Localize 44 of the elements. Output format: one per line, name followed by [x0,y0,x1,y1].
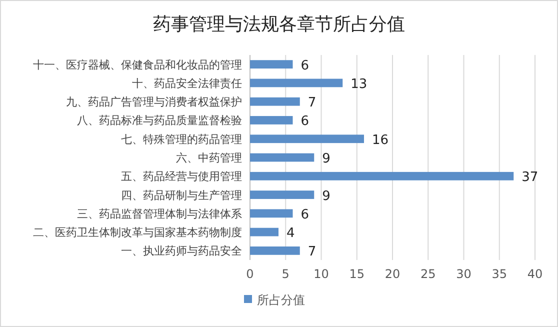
bar [250,97,300,106]
data-label: 9 [322,152,330,166]
data-label: 4 [286,226,295,242]
x-tick-label: 30 [456,267,472,281]
bar [250,246,300,255]
data-label: 7 [308,244,316,260]
bar [250,153,314,162]
chart-title: 药事管理与法规各章节所占分值 [153,14,405,35]
y-tick-label: 十、药品安全法律责任 [132,76,242,90]
data-label: 16 [372,132,389,148]
y-tick-label: 六、中药管理 [176,152,242,164]
bar [250,209,293,218]
bar [250,172,514,180]
x-tick-label: 20 [384,267,400,281]
data-label: 6 [300,207,310,222]
data-label: 9 [322,188,330,204]
bar [250,78,343,88]
x-tick-label: 35 [492,267,508,281]
bar [250,190,314,199]
x-tick-label: 0 [246,267,254,281]
x-tick-label: 40 [527,267,543,281]
legend-label: 所占分值 [257,293,305,307]
x-tick-label: 5 [282,267,290,281]
y-tick-label: 三、药品监督管理体制与法律体系 [77,207,242,220]
y-tick-label: 一、执业药师与药品安全 [121,244,242,258]
data-label: 37 [522,170,538,186]
bar [250,134,364,144]
data-label: 6 [300,114,310,130]
x-tick-label: 10 [314,267,329,281]
y-tick-label: 五、药品经营与使用管理 [121,170,242,184]
data-label: 6 [300,58,310,74]
y-tick-label: 七、特殊管理的药品管理 [121,132,242,146]
y-tick-label: 九、药品广告管理与消费者权益保护 [66,96,242,109]
y-tick-label: 四、药品研制与生产管理 [121,188,242,202]
data-label: 13 [350,76,368,92]
x-tick-label: 15 [349,267,365,281]
bar [250,60,293,69]
data-label: 7 [308,96,316,111]
y-tick-label: 十一、医疗器械、保健食品和化妆品的管理 [33,58,242,72]
y-tick-label: 八、药品标准与药品质量监督检验 [77,114,242,128]
bar [250,116,293,124]
bar [250,228,278,236]
x-tick-label: 25 [420,267,436,281]
y-tick-label: 二、医药卫生体制改革与国家基本药物制度 [33,226,242,240]
